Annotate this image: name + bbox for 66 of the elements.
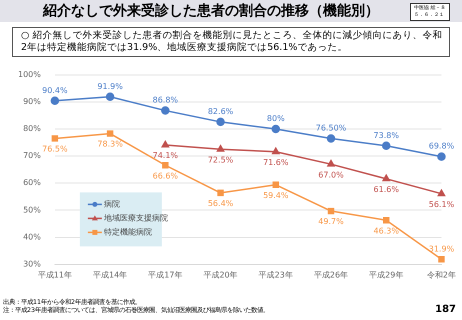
point bbox=[272, 147, 280, 154]
point bbox=[106, 130, 114, 137]
point bbox=[328, 208, 334, 214]
data-label: 90.4% bbox=[42, 86, 68, 95]
data-label: 56.1% bbox=[428, 200, 455, 209]
point bbox=[50, 96, 60, 106]
data-label: 46.3% bbox=[374, 226, 400, 236]
x-tick-label: 平成20年 bbox=[203, 270, 238, 280]
point bbox=[382, 142, 390, 150]
y-tick-label: 80% bbox=[23, 124, 42, 134]
data-label: 49.7% bbox=[318, 217, 344, 226]
x-tick-label: 平成14年 bbox=[93, 270, 128, 280]
point bbox=[438, 189, 446, 196]
x-tick-label: 平成17年 bbox=[148, 270, 182, 280]
data-label: 74.1% bbox=[152, 151, 178, 160]
point bbox=[106, 92, 114, 101]
chart-subtitle: ○ 紹介無しで外来受診した患者の割合を機能別に見たところ、全体的に減少傾向にあり、令和2年は特定機能病院では31.9%、地域医療支援病院では56.1%であった。 bbox=[12, 27, 450, 57]
point bbox=[217, 190, 224, 196]
y-tick-label: 50% bbox=[23, 205, 42, 214]
point bbox=[437, 152, 446, 161]
y-tick-label: 40% bbox=[23, 232, 42, 242]
point bbox=[438, 256, 445, 262]
point bbox=[216, 118, 225, 126]
point bbox=[272, 124, 280, 134]
data-label: 86.8% bbox=[152, 96, 178, 105]
data-label: 67.0% bbox=[318, 170, 344, 180]
x-tick-label: 平成23年 bbox=[258, 270, 293, 280]
data-label: 66.6% bbox=[152, 171, 178, 180]
text: 187 bbox=[435, 304, 456, 315]
data-label: 73.8% bbox=[374, 130, 400, 140]
point bbox=[161, 106, 170, 115]
data-label: 76.5% bbox=[42, 144, 68, 154]
legend-label: 病院 bbox=[104, 199, 120, 208]
point bbox=[52, 135, 58, 142]
point bbox=[326, 134, 336, 143]
data-label: 71.6% bbox=[263, 158, 289, 167]
legend-label: 特定機能病院 bbox=[104, 227, 152, 236]
point bbox=[216, 145, 224, 152]
x-tick-label: 令和2年 bbox=[426, 270, 456, 280]
legend-label: 地域医療支援病院 bbox=[102, 213, 168, 222]
data-label: 31.9% bbox=[428, 244, 455, 254]
data-label: 72.5% bbox=[208, 155, 234, 164]
data-label: 82.6% bbox=[208, 107, 234, 116]
x-tick-label: 平成26年 bbox=[314, 270, 348, 280]
point bbox=[327, 160, 335, 167]
y-tick-label: 100% bbox=[18, 70, 42, 79]
chart-title: 紹介なしで外来受診した患者の割合の推移（機能別） bbox=[43, 3, 379, 19]
x-tick-label: 平成11年 bbox=[38, 270, 72, 280]
point bbox=[272, 182, 279, 188]
data-label: 78.3% bbox=[97, 140, 124, 149]
point bbox=[162, 140, 170, 148]
data-label: 80% bbox=[266, 114, 286, 124]
data-label: 56.4% bbox=[208, 198, 234, 208]
y-tick-label: 90% bbox=[23, 96, 42, 106]
data-label: 91.9% bbox=[97, 82, 124, 91]
point bbox=[162, 162, 169, 168]
data-label: 69.8% bbox=[428, 142, 455, 151]
y-tick-label: 30% bbox=[23, 259, 42, 268]
data-label: 61.6% bbox=[374, 184, 400, 194]
x-tick-label: 平成29年 bbox=[369, 270, 404, 280]
y-tick-label: 60% bbox=[23, 178, 42, 188]
y-tick-label: 70% bbox=[23, 151, 42, 160]
data-label: 59.4% bbox=[263, 190, 289, 200]
point bbox=[383, 217, 390, 224]
point bbox=[382, 174, 390, 182]
data-label: 76.50% bbox=[316, 124, 347, 133]
